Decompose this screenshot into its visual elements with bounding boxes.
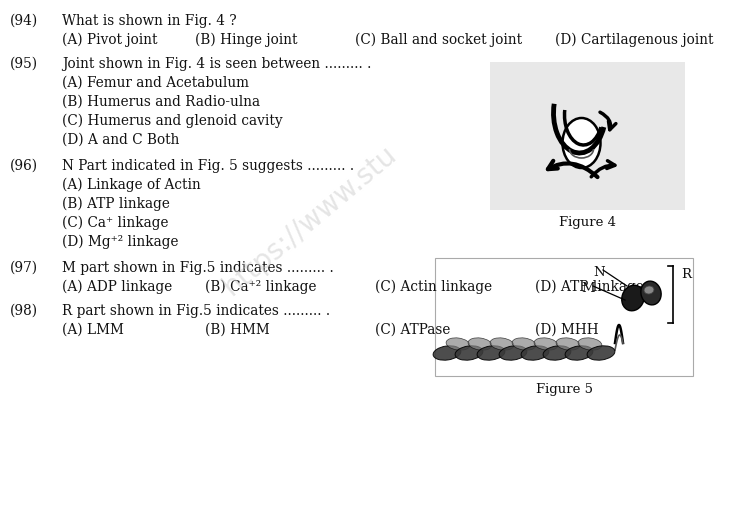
Ellipse shape [622, 285, 644, 311]
Text: Figure 4: Figure 4 [559, 216, 616, 229]
Text: (D) Cartilagenous joint: (D) Cartilagenous joint [555, 33, 713, 47]
Text: (C) ATPase: (C) ATPase [375, 323, 450, 337]
Ellipse shape [641, 281, 661, 305]
Ellipse shape [455, 346, 483, 360]
Text: (94): (94) [10, 14, 38, 28]
Ellipse shape [578, 338, 602, 350]
Text: (C) Ca⁺ linkage: (C) Ca⁺ linkage [62, 216, 168, 230]
Ellipse shape [587, 346, 615, 360]
Ellipse shape [499, 346, 527, 360]
Text: (95): (95) [10, 57, 38, 71]
Text: (A) LMM: (A) LMM [62, 323, 124, 337]
Text: (B) Ca⁺² linkage: (B) Ca⁺² linkage [205, 280, 316, 295]
Ellipse shape [556, 338, 580, 350]
Text: (98): (98) [10, 304, 38, 318]
Text: (D) MHH: (D) MHH [535, 323, 599, 337]
Text: What is shown in Fig. 4 ?: What is shown in Fig. 4 ? [62, 14, 237, 28]
Ellipse shape [512, 338, 536, 350]
Bar [490, 62, 685, 210]
Text: M part shown in Fig.5 indicates ......... .: M part shown in Fig.5 indicates ........… [62, 261, 334, 275]
Text: N: N [593, 266, 605, 279]
Text: (97): (97) [10, 261, 38, 275]
Ellipse shape [521, 346, 549, 360]
Text: (D) ATP linkage: (D) ATP linkage [535, 280, 644, 295]
Text: (C) Actin linkage: (C) Actin linkage [375, 280, 492, 295]
Ellipse shape [562, 118, 600, 168]
Text: (B) Hinge joint: (B) Hinge joint [195, 33, 298, 47]
Text: (C) Humerus and glenoid cavity: (C) Humerus and glenoid cavity [62, 114, 283, 128]
Ellipse shape [433, 346, 461, 360]
Text: Joint shown in Fig. 4 is seen between ......... .: Joint shown in Fig. 4 is seen between ..… [62, 57, 371, 71]
Ellipse shape [490, 338, 514, 350]
Ellipse shape [565, 346, 593, 360]
Text: (D) A and C Both: (D) A and C Both [62, 133, 179, 147]
Ellipse shape [446, 338, 470, 350]
Text: R: R [681, 268, 691, 281]
Ellipse shape [477, 346, 505, 360]
Text: (C) Ball and socket joint: (C) Ball and socket joint [355, 33, 522, 47]
Text: N Part indicated in Fig. 5 suggests ......... .: N Part indicated in Fig. 5 suggests ....… [62, 159, 354, 173]
Ellipse shape [534, 338, 558, 350]
Text: (B) HMM: (B) HMM [205, 323, 270, 337]
Text: (B) ATP linkage: (B) ATP linkage [62, 197, 170, 211]
Ellipse shape [468, 338, 492, 350]
Bar [435, 258, 693, 376]
Text: https://www.stu: https://www.stu [218, 140, 403, 301]
Ellipse shape [644, 286, 654, 294]
Text: R part shown in Fig.5 indicates ......... .: R part shown in Fig.5 indicates ........… [62, 304, 330, 318]
Text: (96): (96) [10, 159, 38, 173]
Text: (A) ADP linkage: (A) ADP linkage [62, 280, 173, 295]
Text: Figure 5: Figure 5 [536, 383, 592, 396]
Text: M: M [581, 282, 594, 295]
Ellipse shape [543, 346, 571, 360]
Text: (A) Pivot joint: (A) Pivot joint [62, 33, 158, 47]
Text: (A) Linkage of Actin: (A) Linkage of Actin [62, 178, 201, 193]
Text: (D) Mg⁺² linkage: (D) Mg⁺² linkage [62, 235, 179, 249]
Text: (B) Humerus and Radio-ulna: (B) Humerus and Radio-ulna [62, 95, 260, 109]
Text: (A) Femur and Acetabulum: (A) Femur and Acetabulum [62, 76, 249, 90]
